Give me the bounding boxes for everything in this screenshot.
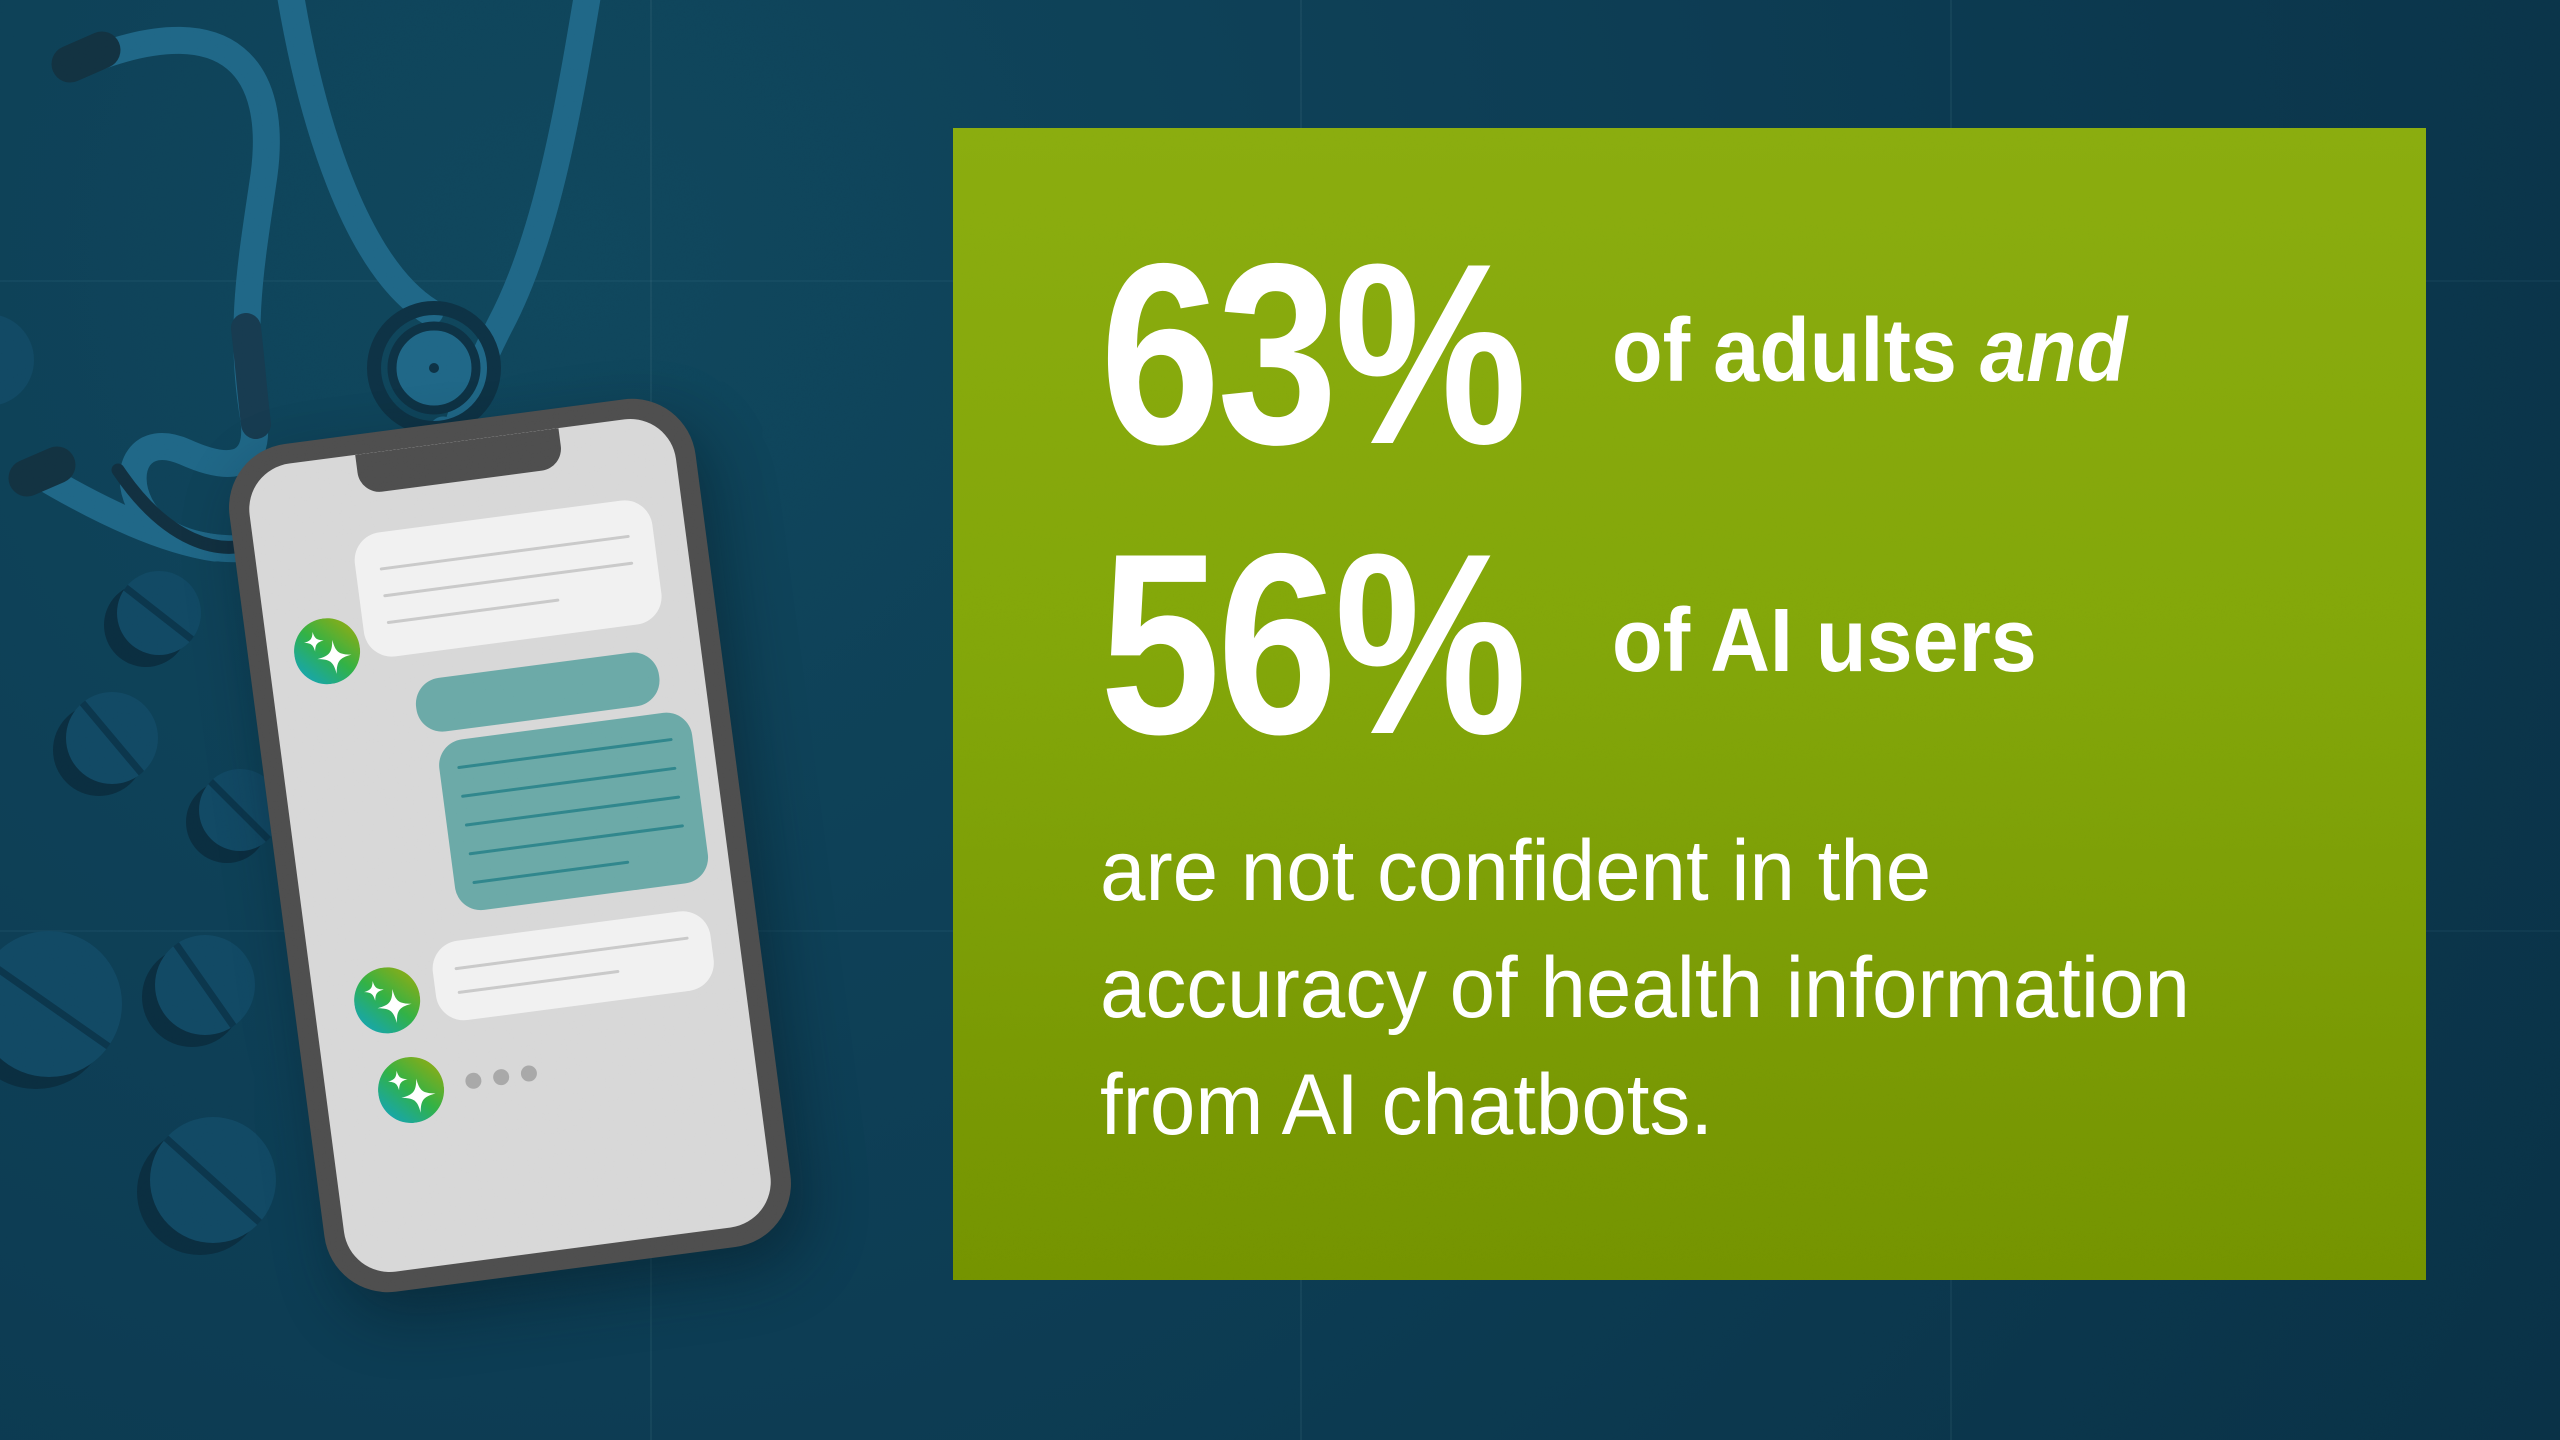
stat-value: 63%: [1100, 209, 1527, 498]
typing-dot: [464, 1071, 483, 1090]
text-line: [457, 969, 620, 995]
stat-label-text: of adults: [1612, 301, 1958, 401]
text-line: [468, 824, 684, 856]
text-line: [386, 598, 560, 625]
pill-icon: [117, 571, 201, 655]
stat-label-text: of AI users: [1612, 591, 2038, 691]
stat-row-ai-users: 56% of AI users: [1100, 515, 2074, 773]
typing-dot: [519, 1064, 538, 1083]
stat-label: of AI users: [1612, 596, 2037, 686]
chat-bubble-ai: [351, 496, 666, 661]
pill-icon: [150, 1117, 276, 1243]
pill-icon: [0, 931, 122, 1077]
typing-dot: [492, 1068, 511, 1087]
description-line: accuracy of health information: [1100, 940, 2190, 1036]
text-line: [383, 561, 634, 598]
typing-indicator: [464, 1064, 538, 1090]
ai-sparkle-icon: [290, 614, 364, 688]
chat-bubble-user: [435, 709, 712, 914]
text-line: [454, 936, 689, 971]
pill-icon: [155, 935, 255, 1035]
stat-description: are not confident in the accuracy of hea…: [1100, 813, 2247, 1164]
stat-panel: 63% of adults and 56% of AI users are no…: [953, 128, 2426, 1280]
text-line: [460, 766, 677, 798]
stat-label: of adults and: [1612, 306, 2127, 396]
phone-screen: [243, 413, 777, 1278]
text-line: [457, 737, 673, 770]
text-line: [464, 795, 680, 827]
chat-bubble-ai: [429, 907, 718, 1024]
description-line: from AI chatbots.: [1100, 1057, 1714, 1153]
text-line: [472, 860, 630, 885]
ai-sparkle-icon: [374, 1053, 448, 1127]
stat-value: 56%: [1100, 499, 1527, 788]
phone-notch: [355, 428, 564, 495]
stat-row-adults: 63% of adults and: [1100, 225, 2172, 483]
ai-sparkle-icon: [350, 963, 424, 1037]
text-line: [379, 534, 630, 571]
pill-icon: [66, 692, 158, 784]
description-line: are not confident in the: [1100, 823, 1932, 919]
stat-label-italic: and: [1980, 301, 2128, 401]
